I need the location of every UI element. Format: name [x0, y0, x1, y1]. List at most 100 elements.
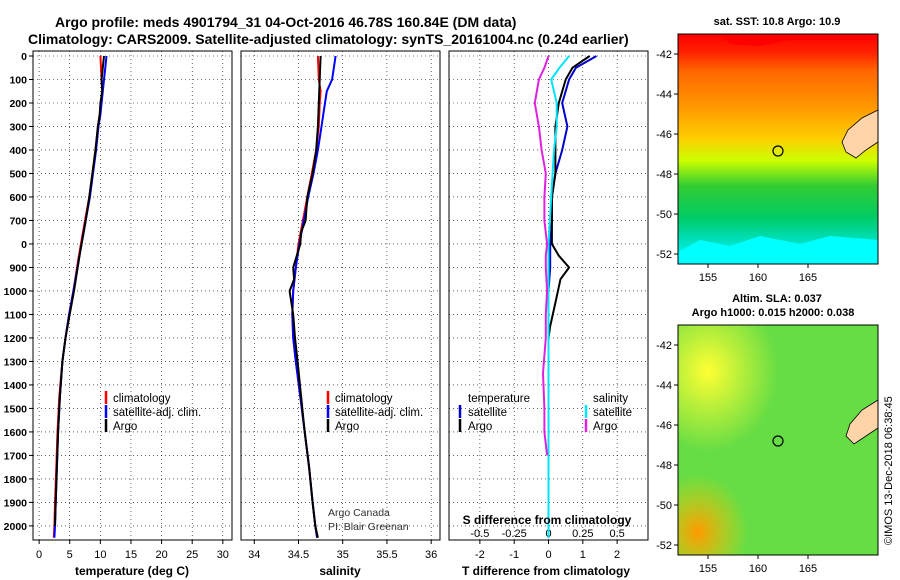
x-tick-label: 15 [125, 549, 137, 561]
salinity-xlabel: salinity [319, 564, 361, 578]
legend-label-argo: Argo [335, 421, 359, 433]
lat-tick-label: -48 [656, 169, 672, 181]
salinity-panel [240, 50, 441, 541]
series-line-salinity-argo [533, 55, 550, 456]
temperature-xlabel: temperature (deg C) [75, 564, 189, 578]
depth-tick-label: 1700 [4, 450, 28, 462]
x-tick-label: 35 [337, 549, 349, 561]
depth-tick-label: 700 [9, 215, 27, 227]
sst-map [677, 33, 879, 265]
series-line-temperature-argo [547, 55, 591, 339]
salinity-x-axis: 34 34.5 35 35.5 36 [248, 540, 437, 561]
depth-tick-label: 600 [9, 192, 27, 204]
depth-tick-label: 200 [9, 98, 27, 110]
title-line-1: Argo profile: meds 4901794_31 04-Oct-201… [55, 14, 516, 30]
x-tick-label: 0 [545, 549, 551, 561]
sla-map-axes: -42 -44 -46 -48 -50 -52 155 160 165 [656, 340, 817, 575]
legend-label-sal-argo: Argo [593, 421, 617, 433]
sst-cold-patch [678, 236, 878, 264]
legend-label-climatology: climatology [113, 393, 171, 405]
lat-tick-label: -44 [656, 380, 672, 392]
depth-tick-label: 1500 [4, 403, 28, 415]
lat-tick-label: -46 [656, 420, 672, 432]
temperature-x-axis: 0 5 10 15 20 25 30 [36, 540, 229, 561]
sla-map [677, 324, 879, 556]
x-tick-label: 35.5 [376, 549, 397, 561]
x-tick-label: -2 [475, 549, 485, 561]
lat-tick-label: -50 [656, 500, 672, 512]
x-tick-label: 2 [614, 549, 620, 561]
x-tick-label: 36 [425, 549, 437, 561]
lon-tick-label: 165 [799, 563, 817, 575]
depth-tick-label: 0 [21, 239, 27, 251]
lat-tick-label: -46 [656, 129, 672, 141]
lat-tick-label: -44 [656, 89, 672, 101]
imos-stamp: ©IMOS 13-Dec-2018 06:38:45 [883, 396, 895, 545]
temperature-panel [32, 50, 233, 541]
title-line-2: Climatology: CARS2009. Satellite-adjuste… [28, 31, 629, 47]
argo-position-marker [772, 435, 784, 447]
difference-xlabel: T difference from climatology [462, 564, 630, 578]
lat-tick-label: -50 [656, 209, 672, 221]
x-tick-label: 0 [36, 549, 42, 561]
depth-tick-label: 1200 [4, 333, 28, 345]
x-tick-label: 10 [94, 549, 106, 561]
series-line-argo [54, 55, 105, 526]
x-tick-label: 5 [67, 549, 73, 561]
legend-label-satellite: satellite-adj. clim. [113, 407, 201, 419]
legend-label-argo: Argo [113, 421, 137, 433]
depth-tick-label: 1100 [4, 309, 27, 321]
lat-tick-label: -42 [656, 340, 672, 352]
depth-tick-label: 300 [9, 121, 27, 133]
lon-tick-label: 160 [749, 272, 767, 284]
x-tick-label: 34.5 [288, 549, 309, 561]
difference-x-axis: -2 -1 0 1 2 [475, 540, 620, 561]
depth-tick-label: 2000 [4, 521, 28, 533]
depth-tick-label: 1600 [4, 427, 28, 439]
sla-map-title-2: Argo h1000: 0.015 h2000: 0.038 [692, 307, 855, 319]
difference-series [533, 55, 597, 538]
series-line-salinity-satellite [547, 55, 570, 538]
temperature-series [52, 55, 108, 538]
x-tick-label: -0.5 [470, 528, 489, 540]
temperature-legend: climatology satellite-adj. clim. Argo [104, 391, 201, 433]
x-tick-label: 0.25 [572, 528, 593, 540]
lat-tick-label: -42 [656, 49, 672, 61]
x-tick-label: -0.25 [502, 528, 527, 540]
salinity-series [288, 55, 337, 538]
depth-tick-label: 500 [9, 168, 27, 180]
legend-label-sal-satellite: satellite [593, 407, 632, 419]
depth-tick-label: 0 [21, 51, 27, 63]
argo-position-marker [772, 145, 784, 157]
sst-map-frame [677, 33, 879, 265]
salinity-legend: climatology satellite-adj. clim. Argo [326, 391, 423, 433]
legend-label-satellite: satellite-adj. clim. [335, 407, 423, 419]
legend-title-temperature: temperature [468, 393, 530, 405]
legend-label-climatology: climatology [335, 393, 393, 405]
difference-top-label: S difference from climatology [463, 513, 632, 527]
depth-tick-label: 1800 [4, 474, 28, 486]
sla-blob-orange [678, 325, 878, 555]
depth-tick-label: 100 [9, 74, 27, 86]
x-tick-label: 0.5 [609, 528, 624, 540]
depth-tick-label: 900 [9, 262, 27, 274]
legend-title-salinity: salinity [593, 393, 628, 405]
depth-tick-label: 1900 [4, 497, 28, 509]
depth-tick-label: 400 [9, 145, 27, 157]
sla-map-title-1: Altim. SLA: 0.037 [732, 293, 822, 305]
difference-legend: temperature satellite Argo salinity sate… [458, 393, 632, 433]
x-tick-label: 1 [580, 549, 586, 561]
lon-tick-label: 165 [799, 272, 817, 284]
lat-tick-label: -52 [656, 540, 672, 552]
credit-pi: PI: Blair Greenan [328, 521, 409, 533]
x-tick-label: 34 [248, 549, 260, 561]
x-tick-label: 25 [186, 549, 198, 561]
x-tick-label: -1 [509, 549, 519, 561]
sst-map-axes: -42 -44 -46 -48 -50 -52 155 160 165 [656, 49, 817, 284]
depth-tick-label: 1300 [4, 356, 28, 368]
legend-label-temp-argo: Argo [468, 421, 492, 433]
lon-tick-label: 155 [699, 563, 717, 575]
depth-axis: 0 100 200 300 400 500 600 700 0 900 1000 1100 1200 13… [4, 51, 33, 533]
x-tick-label: 30 [217, 549, 229, 561]
